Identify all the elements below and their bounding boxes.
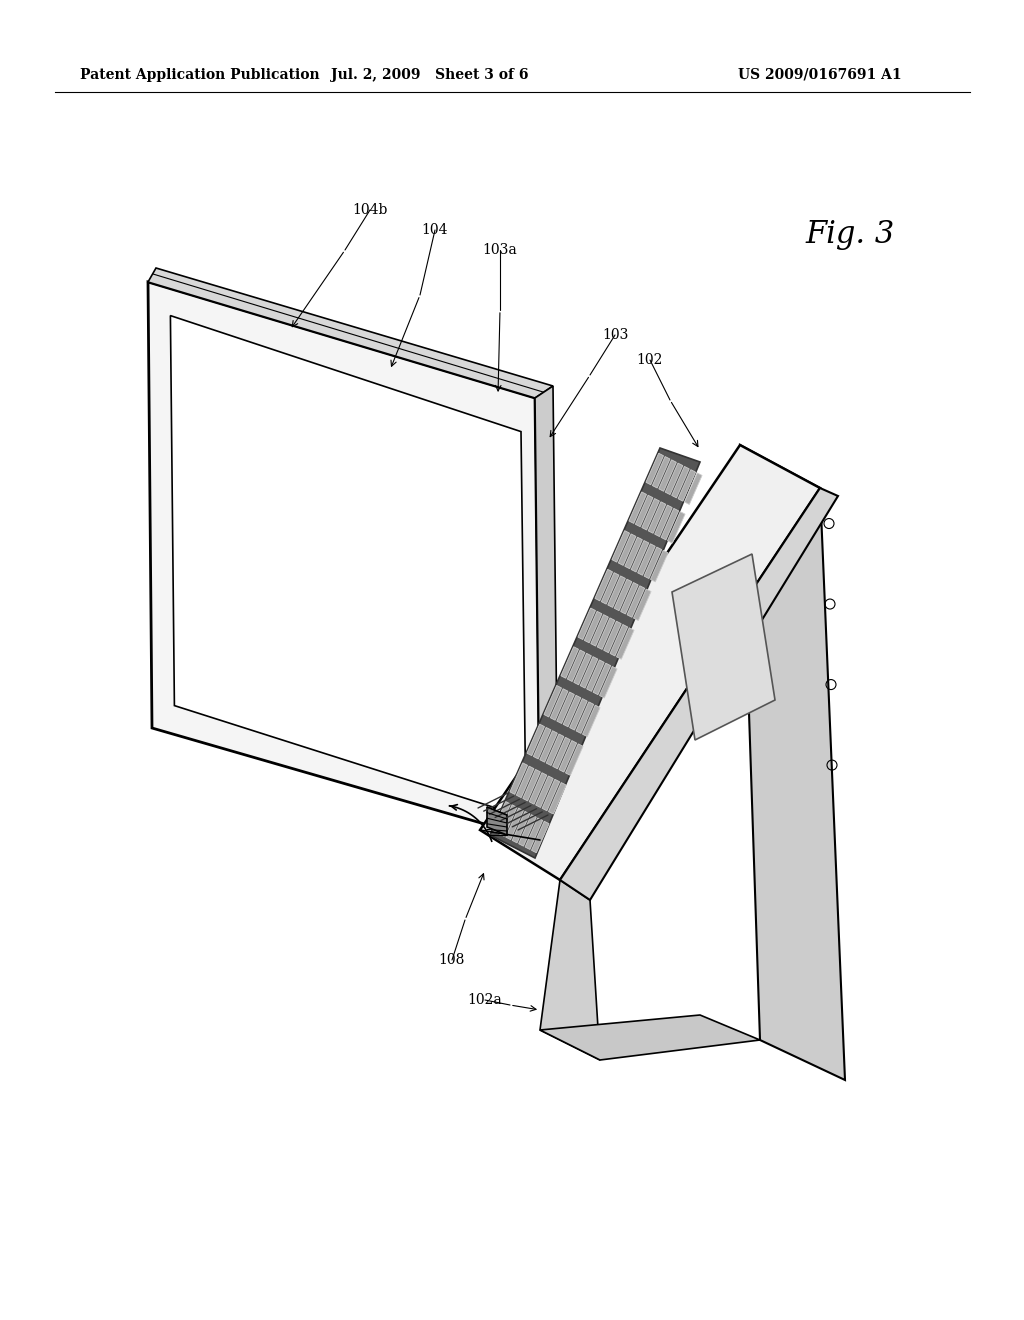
Text: Fig. 3: Fig. 3 xyxy=(805,219,895,251)
Polygon shape xyxy=(593,663,610,694)
Polygon shape xyxy=(148,268,553,399)
Polygon shape xyxy=(614,579,632,611)
Polygon shape xyxy=(583,705,600,737)
Polygon shape xyxy=(480,445,820,880)
Polygon shape xyxy=(534,727,551,759)
Polygon shape xyxy=(634,589,651,620)
Polygon shape xyxy=(587,660,604,692)
Text: US 2009/0167691 A1: US 2009/0167691 A1 xyxy=(738,69,902,82)
Polygon shape xyxy=(595,569,612,601)
Polygon shape xyxy=(518,814,537,846)
Polygon shape xyxy=(549,783,566,814)
Polygon shape xyxy=(654,506,672,537)
Polygon shape xyxy=(612,531,630,562)
Polygon shape xyxy=(666,463,683,495)
Polygon shape xyxy=(646,453,664,484)
Polygon shape xyxy=(662,508,679,540)
Polygon shape xyxy=(569,698,587,730)
Polygon shape xyxy=(672,466,689,498)
Polygon shape xyxy=(540,1015,760,1060)
Polygon shape xyxy=(557,692,574,723)
Polygon shape xyxy=(610,624,628,656)
Text: 102a: 102a xyxy=(468,993,503,1007)
Polygon shape xyxy=(523,770,541,801)
Polygon shape xyxy=(577,702,594,734)
Polygon shape xyxy=(525,818,543,850)
Polygon shape xyxy=(672,554,775,741)
Polygon shape xyxy=(625,537,642,569)
Polygon shape xyxy=(652,457,670,488)
Polygon shape xyxy=(535,385,558,840)
Polygon shape xyxy=(561,647,579,678)
Polygon shape xyxy=(578,609,596,639)
Polygon shape xyxy=(527,725,545,755)
Text: Jul. 2, 2009   Sheet 3 of 6: Jul. 2, 2009 Sheet 3 of 6 xyxy=(331,69,528,82)
Polygon shape xyxy=(608,576,626,607)
Polygon shape xyxy=(506,808,523,840)
Polygon shape xyxy=(536,776,553,808)
Polygon shape xyxy=(148,282,540,840)
Polygon shape xyxy=(678,470,695,502)
Polygon shape xyxy=(529,772,547,804)
Polygon shape xyxy=(542,779,560,810)
Polygon shape xyxy=(585,611,602,643)
Polygon shape xyxy=(565,744,583,775)
Polygon shape xyxy=(500,805,517,837)
Polygon shape xyxy=(631,540,649,572)
Polygon shape xyxy=(544,685,561,717)
Polygon shape xyxy=(573,653,591,685)
Polygon shape xyxy=(616,628,634,659)
Polygon shape xyxy=(170,315,526,817)
Polygon shape xyxy=(740,445,845,1080)
Polygon shape xyxy=(599,667,617,698)
Polygon shape xyxy=(684,473,702,504)
Polygon shape xyxy=(629,492,646,524)
Polygon shape xyxy=(668,512,685,543)
Polygon shape xyxy=(627,586,645,618)
Polygon shape xyxy=(621,582,638,614)
Text: 108: 108 xyxy=(439,953,465,968)
Polygon shape xyxy=(540,731,557,762)
Polygon shape xyxy=(581,656,598,688)
Polygon shape xyxy=(658,459,677,491)
Polygon shape xyxy=(487,807,507,836)
Polygon shape xyxy=(563,696,581,727)
Polygon shape xyxy=(540,880,600,1060)
Polygon shape xyxy=(591,615,608,645)
Polygon shape xyxy=(546,734,564,766)
Text: 102: 102 xyxy=(637,352,664,367)
Polygon shape xyxy=(516,766,534,797)
Polygon shape xyxy=(567,649,585,681)
Polygon shape xyxy=(550,689,568,721)
Text: 103a: 103a xyxy=(482,243,517,257)
Polygon shape xyxy=(650,550,668,582)
Polygon shape xyxy=(560,488,838,900)
Polygon shape xyxy=(490,447,700,858)
Text: 104: 104 xyxy=(422,223,449,238)
Polygon shape xyxy=(642,499,659,531)
Text: 104b: 104b xyxy=(352,203,388,216)
Polygon shape xyxy=(597,618,614,649)
Polygon shape xyxy=(638,544,655,576)
Polygon shape xyxy=(618,533,636,565)
Polygon shape xyxy=(559,741,577,772)
Text: 103: 103 xyxy=(602,327,628,342)
Polygon shape xyxy=(603,622,622,652)
Polygon shape xyxy=(648,502,666,533)
Polygon shape xyxy=(601,573,618,605)
Text: Patent Application Publication: Patent Application Publication xyxy=(80,69,319,82)
Polygon shape xyxy=(510,763,527,795)
Polygon shape xyxy=(531,821,549,853)
Polygon shape xyxy=(493,801,511,833)
Polygon shape xyxy=(644,546,662,578)
Polygon shape xyxy=(512,812,529,843)
Polygon shape xyxy=(553,738,570,768)
Polygon shape xyxy=(635,495,653,527)
